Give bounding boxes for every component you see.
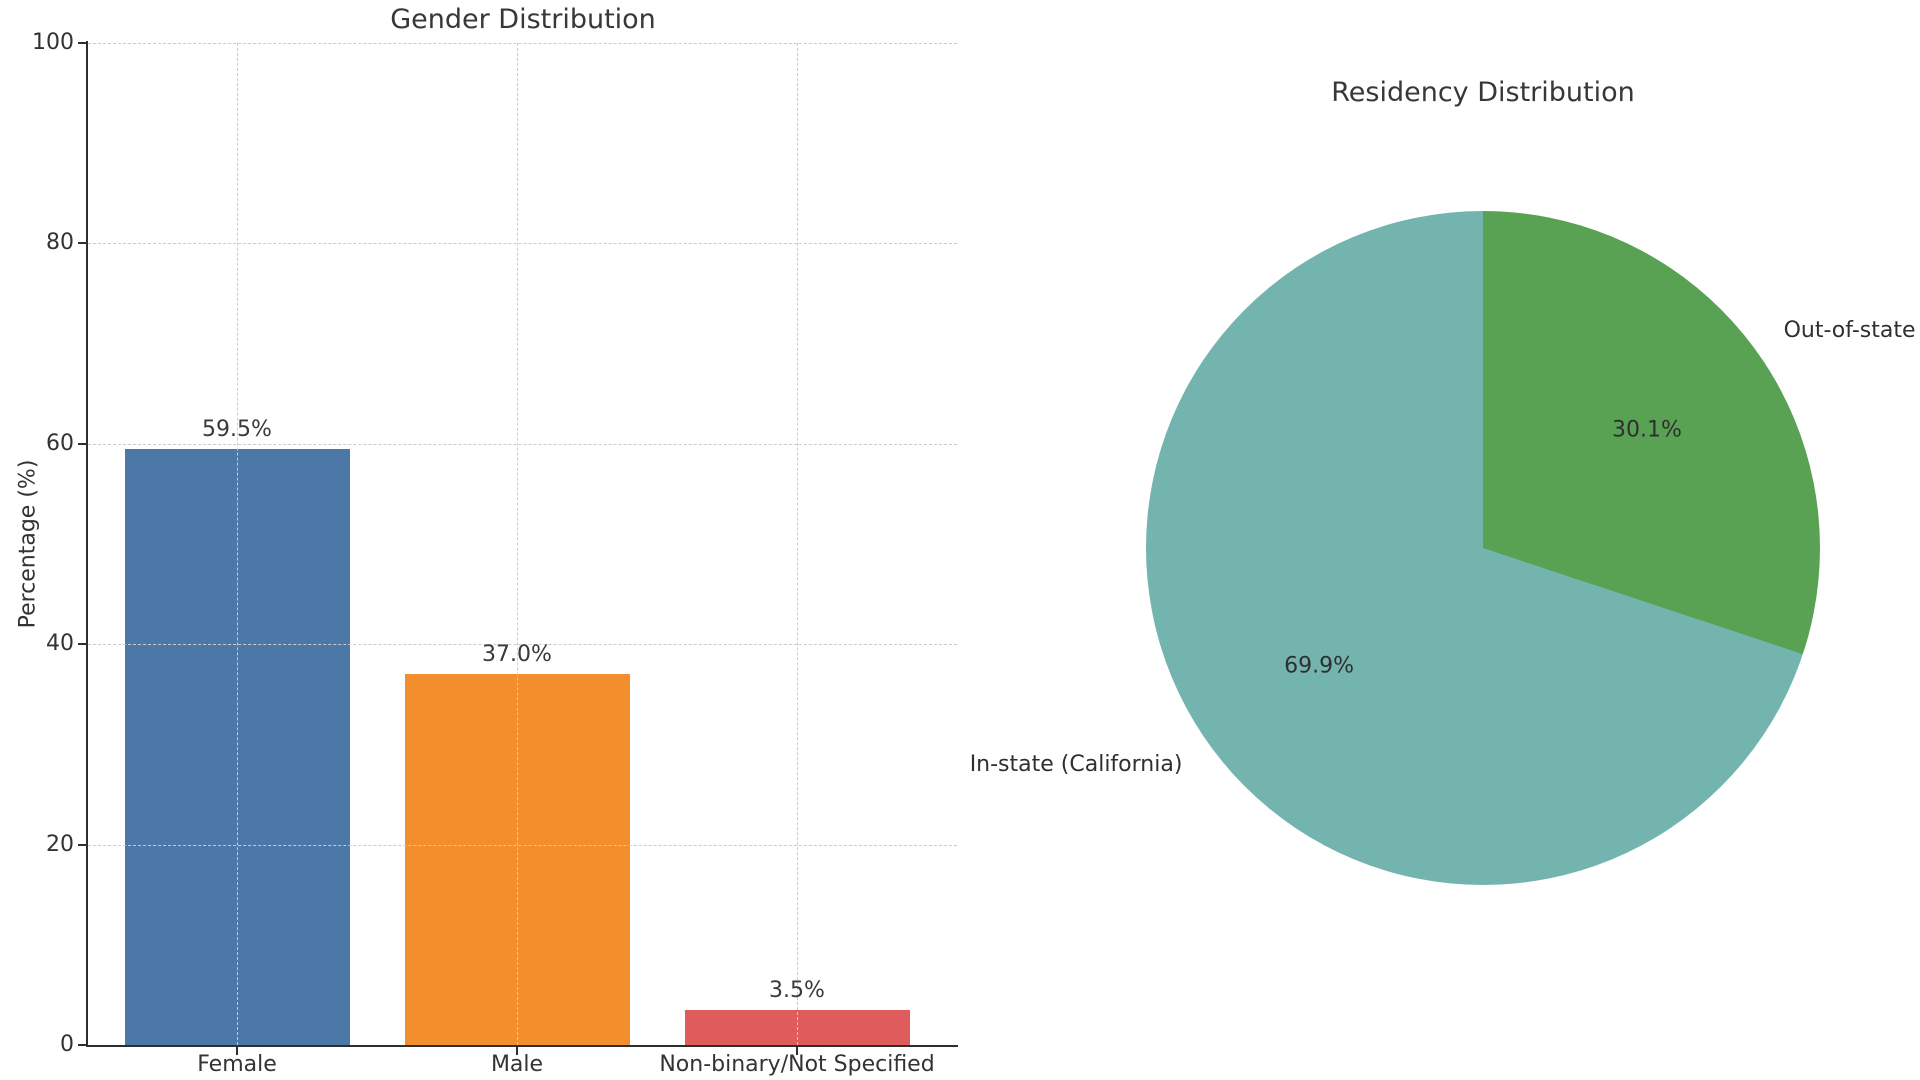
pie-label-out-of-state: Out-of-state (1783, 318, 1916, 344)
left-spine (86, 41, 88, 1047)
y-tick-label-60: 60 (46, 430, 74, 456)
bar-value-male: 37.0% (482, 642, 552, 668)
grid-line-x-non-binary-not-specified (797, 43, 798, 1045)
pie-pct-in-state-california: 69.9% (1284, 653, 1354, 679)
x-tick-label-non-binary-not-specified: Non-binary/Not Specified (659, 1052, 935, 1077)
pie-chart-title: Residency Distribution (1331, 77, 1635, 108)
grid-line-y-100 (88, 43, 957, 44)
pie-pct-out-of-state: 30.1% (1612, 417, 1682, 443)
y-tick-mark-60 (78, 442, 86, 445)
bar-chart-title: Gender Distribution (390, 4, 656, 35)
grid-line-y-20 (88, 844, 957, 846)
grid-line-y-40 (88, 644, 957, 646)
x-tick-mark-non-binary-not-specified (796, 1047, 798, 1055)
y-tick-label-0: 0 (60, 1032, 74, 1057)
y-tick-mark-100 (78, 42, 86, 44)
x-tick-label-female: Female (197, 1052, 277, 1077)
y-tick-label-20: 20 (46, 831, 74, 857)
y-tick-mark-0 (78, 1044, 86, 1046)
y-tick-label-40: 40 (46, 631, 74, 657)
y-tick-mark-20 (78, 843, 86, 846)
grid-line-y-80 (88, 243, 957, 245)
grid-line-x-male (517, 43, 518, 1045)
y-tick-label-80: 80 (46, 230, 74, 256)
bar-value-non-binary-not-specified: 3.5% (769, 977, 825, 1003)
grid-line-y-60 (88, 443, 957, 445)
bottom-spine (86, 1045, 958, 1047)
grid-line-x-female (237, 43, 238, 1045)
y-tick-mark-80 (78, 242, 86, 245)
x-tick-mark-male (516, 1047, 518, 1055)
x-tick-mark-female (236, 1047, 238, 1055)
pie-slice-circle (1146, 211, 1820, 885)
x-tick-label-male: Male (490, 1052, 544, 1077)
bar-value-female: 59.5% (202, 416, 272, 442)
y-tick-label-100: 100 (32, 30, 74, 55)
pie-label-in-state-california: In-state (California) (969, 751, 1183, 777)
y-tick-mark-40 (78, 643, 86, 646)
y-axis-label: Percentage (%) (15, 459, 41, 629)
